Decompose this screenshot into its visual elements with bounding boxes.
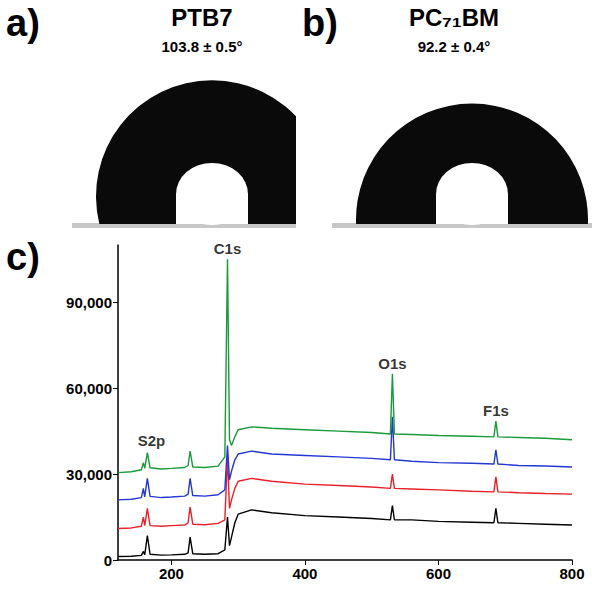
svg-text:30,000: 30,000	[66, 466, 112, 483]
svg-text:S2p: S2p	[138, 432, 166, 449]
svg-text:400: 400	[292, 565, 317, 582]
svg-text:90,000: 90,000	[66, 294, 112, 311]
html-text:b): b)	[302, 2, 338, 44]
html-text:c): c)	[6, 236, 40, 278]
svg-text:600: 600	[426, 565, 451, 582]
html-text:103.8 ± 0.5°: 103.8 ± 0.5°	[161, 38, 243, 55]
svg-text:60,000: 60,000	[66, 380, 112, 397]
html-text:a): a)	[6, 2, 40, 44]
svg-text:F1s: F1s	[483, 402, 509, 419]
svg-text:200: 200	[159, 565, 184, 582]
svg-text:O1s: O1s	[378, 355, 406, 372]
html-text:PTB7: PTB7	[171, 4, 233, 31]
svg-text:800: 800	[559, 565, 584, 582]
html-text:PC₇₁BM: PC₇₁BM	[408, 4, 500, 31]
svg-text:0: 0	[104, 552, 112, 569]
svg-text:C1s: C1s	[214, 240, 242, 257]
html-text:92.2 ± 0.4°: 92.2 ± 0.4°	[417, 38, 491, 55]
